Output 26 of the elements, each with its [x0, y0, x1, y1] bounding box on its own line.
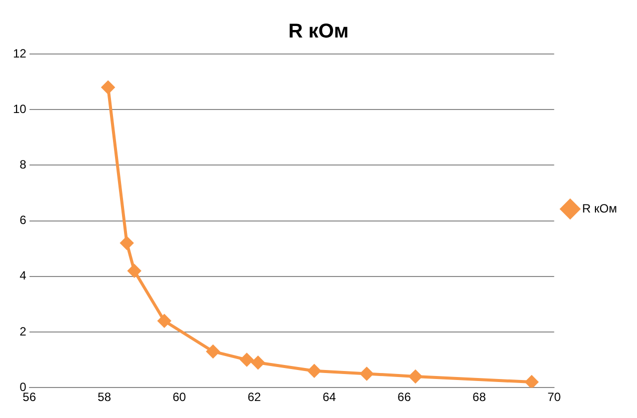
point: [102, 80, 115, 94]
point: [158, 314, 171, 328]
x-tick-label: 62: [248, 390, 262, 404]
y-tick-label: 4: [20, 268, 27, 283]
x-tick-label: 58: [98, 390, 112, 404]
y-tick-label: 12: [12, 46, 27, 60]
point: [360, 367, 374, 380]
x-tick-label: 64: [322, 390, 336, 404]
point: [120, 236, 134, 250]
chart-title: R кОм: [288, 20, 349, 43]
y-tick-label: 8: [20, 158, 27, 172]
x-tick-label: 60: [172, 390, 186, 404]
y-tick-label: 6: [20, 213, 27, 228]
point: [128, 264, 141, 278]
x-tick-label: 68: [472, 390, 486, 404]
point: [308, 364, 321, 378]
point: [408, 370, 422, 383]
point: [240, 353, 254, 366]
x-tick-label: 66: [398, 390, 412, 404]
point: [525, 376, 538, 388]
point: [206, 344, 220, 358]
y-tick-label: 10: [12, 102, 27, 116]
x-tick-label: 70: [547, 390, 562, 404]
point: [252, 356, 265, 370]
y-tick-label: 2: [20, 324, 27, 338]
legend-label: R кОм: [582, 201, 618, 216]
